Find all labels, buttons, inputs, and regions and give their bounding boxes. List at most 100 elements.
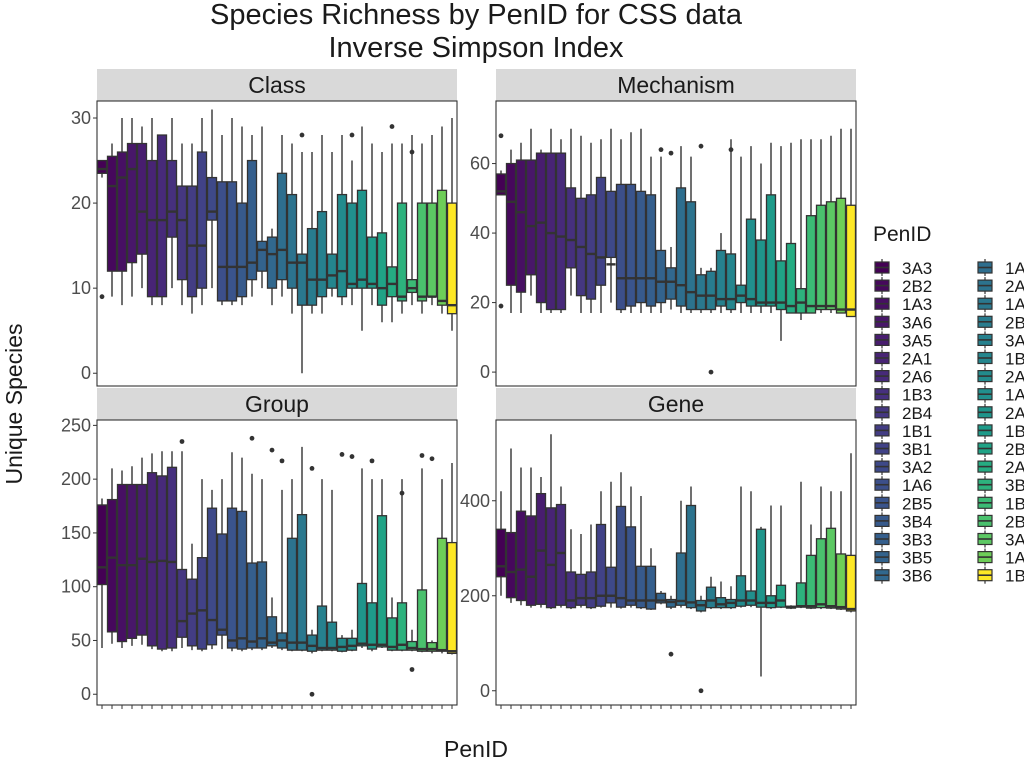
box-iqr [595, 176, 607, 286]
box-1A2 [296, 132, 308, 374]
box-2B6 [775, 146, 787, 341]
box-iqr [625, 183, 637, 307]
box-3B1 [196, 479, 208, 652]
box-outlier [179, 439, 185, 444]
box-iqr [645, 565, 657, 610]
legend-item-1B3: 1B3 [874, 385, 932, 405]
box-iqr [216, 533, 228, 636]
box-iqr [615, 183, 627, 311]
y-tick-label: 400 [460, 491, 490, 511]
legend-label: 1A2 [1005, 295, 1024, 314]
box-iqr [346, 202, 358, 289]
box-2A2 [356, 126, 368, 331]
box-1A5 [346, 454, 358, 652]
legend-item-2A4: 2A4 [977, 458, 1024, 477]
y-tick-label: 100 [61, 577, 91, 597]
box-3A4 [825, 135, 837, 314]
legend-item-2A2: 2A2 [977, 403, 1024, 423]
box-1A2 [296, 446, 308, 652]
box-iqr [176, 568, 188, 638]
box-1A1 [675, 146, 687, 314]
box-2B6 [775, 505, 787, 609]
box-2B1 [306, 152, 318, 314]
legend-item-3B1: 3B1 [874, 440, 932, 459]
box-iqr [805, 554, 817, 609]
y-tick-label: 0 [480, 681, 490, 701]
box-2A2 [356, 468, 368, 648]
box-1B3 [166, 118, 178, 289]
box-1A5 [745, 146, 757, 314]
box-3A6 [525, 467, 537, 608]
y-tick-label: 30 [71, 108, 91, 128]
box-1A2 [695, 143, 707, 314]
box-3B5 [256, 479, 268, 651]
legend-label: 1A1 [1005, 259, 1024, 278]
box-2B2 [106, 143, 118, 297]
box-iqr [515, 510, 527, 602]
box-outlier [409, 667, 415, 672]
y-tick-label: 0 [81, 684, 91, 704]
box-iqr [316, 210, 328, 298]
facet-class: Class 0 10 20 30 [71, 69, 458, 387]
box-iqr [376, 232, 388, 306]
legend-label: 2B6 [1005, 440, 1024, 459]
box-iqr [495, 528, 507, 578]
box-iqr [745, 218, 757, 307]
box-iqr [535, 492, 547, 605]
box-3B3 [246, 435, 258, 651]
legend-item-2A5: 2A5 [977, 277, 1024, 296]
box-2A1 [146, 118, 158, 306]
box-outlier [429, 456, 435, 462]
box-iqr [755, 528, 767, 608]
box-1B2 [326, 489, 338, 652]
legend-label: 3B5 [902, 549, 932, 568]
box-iqr [126, 142, 138, 264]
box-2B4 [176, 439, 188, 648]
box-2A4 [785, 605, 797, 610]
box-iqr [825, 527, 837, 609]
box-2A3 [336, 135, 348, 306]
box-iqr [575, 573, 587, 606]
box-iqr [565, 571, 577, 609]
box-1A5 [346, 132, 358, 306]
box-2A1 [146, 453, 158, 650]
box-iqr [286, 537, 298, 651]
box-iqr [805, 215, 817, 314]
box-iqr [326, 253, 338, 289]
box-iqr [765, 194, 777, 307]
box-iqr [505, 162, 517, 286]
box-iqr [406, 640, 418, 651]
box-3B4 [635, 496, 647, 610]
legend-label: 1A6 [902, 476, 932, 495]
box-3B1 [595, 491, 607, 608]
box-1B6 [765, 505, 777, 610]
y-tick-label: 10 [71, 278, 91, 298]
box-2A4 [386, 124, 398, 323]
box-iqr [655, 249, 667, 304]
box-iqr [326, 621, 338, 651]
box-iqr [555, 152, 567, 311]
y-tick-label: 40 [470, 223, 490, 243]
box-iqr [196, 557, 208, 650]
box-outlier [309, 465, 315, 471]
box-1B1 [585, 524, 597, 610]
y-tick-label: 0 [81, 363, 91, 383]
box-1A2 [695, 595, 707, 694]
chart-subtitle: Inverse Simpson Index [329, 32, 624, 64]
box-iqr [515, 159, 527, 293]
box-iqr [665, 267, 677, 300]
box-3B2 [396, 143, 408, 314]
box-outlier [498, 303, 504, 309]
box-outlier [269, 447, 275, 453]
box-3A2 [605, 481, 617, 608]
y-axis-title: Unique Species [1, 323, 27, 484]
box-1A4 [436, 126, 448, 314]
box-outlier [349, 132, 355, 138]
box-iqr [366, 236, 378, 289]
legend-item-1A2: 1A2 [977, 295, 1024, 314]
box-iqr [675, 187, 687, 307]
box-outlier [498, 133, 504, 139]
box-2A3 [735, 486, 747, 608]
box-2B3 [416, 453, 428, 653]
legend-item-1B5: 1B5 [977, 494, 1024, 513]
